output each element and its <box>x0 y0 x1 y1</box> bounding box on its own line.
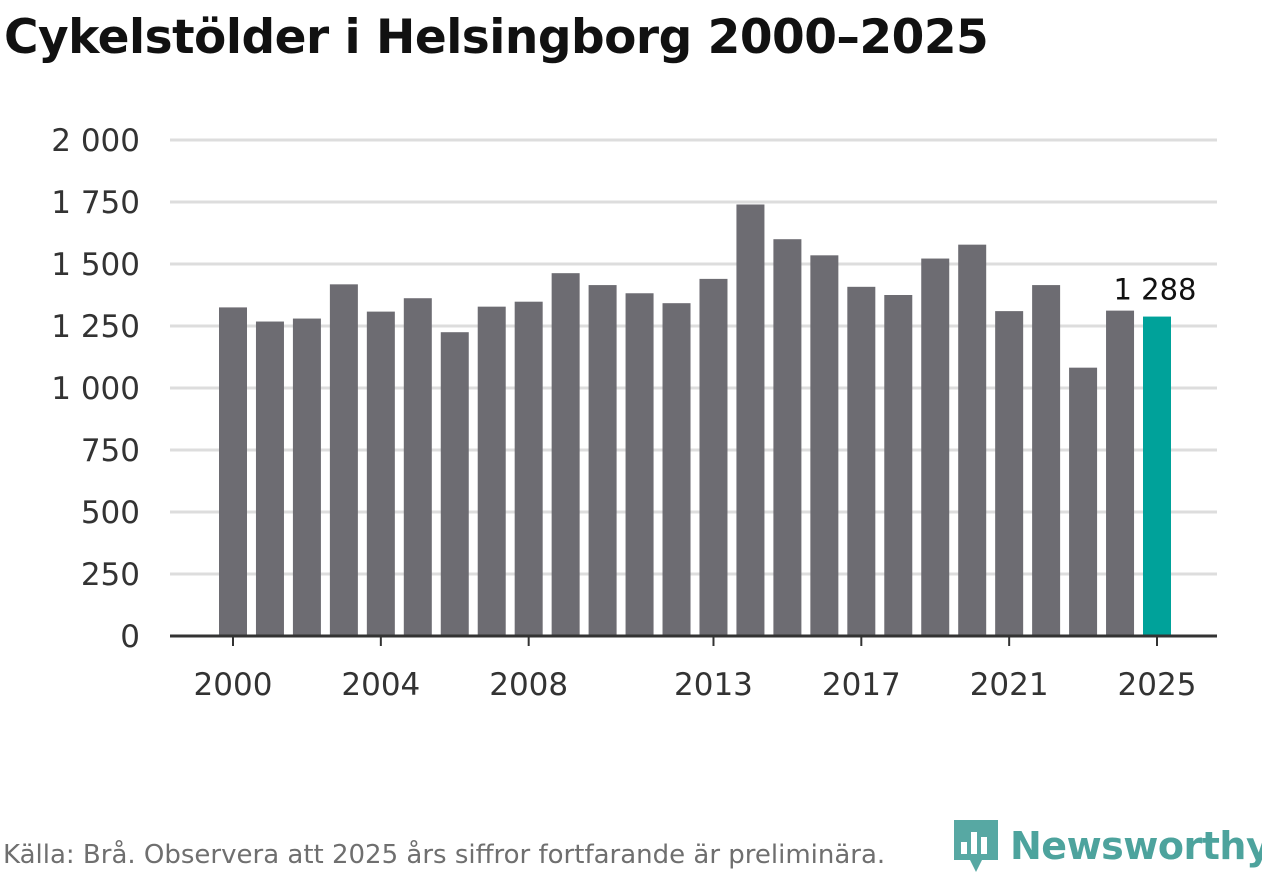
bar-2001 <box>255 321 284 636</box>
bar-2004 <box>366 311 395 636</box>
bar-chart: 0 250 500 750 1 000 1 250 1 500 1 750 2 000 2000… <box>51 123 1217 703</box>
bar-2016 <box>810 255 839 636</box>
bar-2007 <box>477 306 506 636</box>
source-note: Källa: Brå. Observera att 2025 års siffr… <box>3 840 886 870</box>
bar-2010 <box>588 285 617 636</box>
brand-logo[interactable]: Newsworthy <box>952 818 1262 874</box>
bar-2021 <box>995 311 1024 636</box>
bar-2014 <box>736 204 765 637</box>
bar-2019 <box>921 258 950 636</box>
y-tick-label: 500 <box>81 495 140 531</box>
y-axis-ticks: 0 250 500 750 1 000 1 250 1 500 1 750 2 000 <box>51 123 140 655</box>
bar-2006 <box>440 332 469 636</box>
x-tick-label: 2004 <box>341 667 420 703</box>
x-axis-ticks: 2000 2004 2008 2013 2017 2021 2025 <box>194 636 1197 703</box>
x-tick-label: 2000 <box>194 667 273 703</box>
highlight-data-label: 1 288 <box>1113 273 1196 307</box>
x-tick-label: 2025 <box>1118 667 1197 703</box>
bar-2000 <box>219 307 247 636</box>
y-tick-label: 1 000 <box>51 371 140 407</box>
bar-2015 <box>773 239 802 636</box>
bar-2002 <box>292 318 321 636</box>
x-tick-label: 2021 <box>970 667 1049 703</box>
bar-2025 <box>1143 316 1171 636</box>
x-tick-label: 2017 <box>822 667 901 703</box>
bar-2008 <box>514 301 543 636</box>
bar-2011 <box>625 293 654 636</box>
bar-2023 <box>1069 367 1098 636</box>
bar-2022 <box>1032 285 1061 636</box>
newsworthy-logo-icon <box>954 820 998 872</box>
y-tick-label: 0 <box>120 619 140 655</box>
bar-2020 <box>958 244 987 636</box>
y-tick-label: 750 <box>81 433 140 469</box>
bar-2018 <box>884 295 913 636</box>
bar-2024 <box>1106 310 1135 636</box>
y-tick-label: 1 500 <box>51 247 140 283</box>
bar-2003 <box>329 284 358 636</box>
y-tick-label: 1 750 <box>51 185 140 221</box>
bar-2012 <box>662 303 691 636</box>
data-labels: 1 288 <box>1113 273 1196 307</box>
bar-2005 <box>403 298 432 636</box>
bar-2017 <box>847 286 876 636</box>
y-tick-label: 250 <box>81 557 140 593</box>
y-tick-label: 2 000 <box>51 123 140 159</box>
x-tick-label: 2013 <box>674 667 753 703</box>
bars <box>219 204 1171 637</box>
bar-2009 <box>551 273 580 636</box>
bar-2013 <box>699 278 728 636</box>
brand-name: Newsworthy <box>1010 824 1262 868</box>
chart-title: Cykelstölder i Helsingborg 2000–2025 <box>4 10 989 65</box>
y-tick-label: 1 250 <box>51 309 140 345</box>
x-tick-label: 2008 <box>489 667 568 703</box>
